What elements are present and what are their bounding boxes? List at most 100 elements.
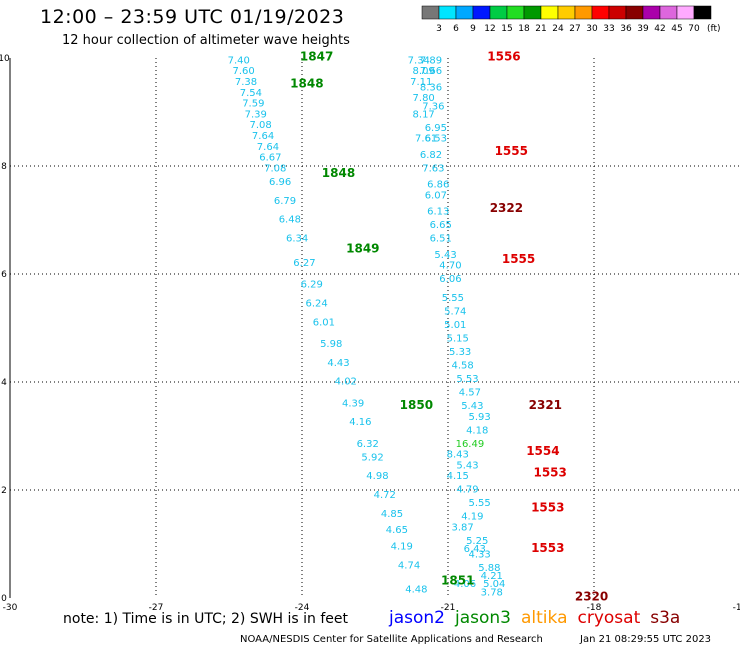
chart-subtitle: 12 hour collection of altimeter wave hei…	[62, 33, 350, 48]
colorbar-label: 42	[654, 24, 665, 34]
pass-time-label: 2320	[575, 590, 608, 604]
pass-time-label: 1553	[531, 501, 564, 515]
wave-height-point: 6.48	[279, 215, 301, 226]
wave-height-point: 5.01	[444, 320, 466, 331]
wave-height-point: 6.34	[286, 234, 308, 245]
wave-height-point: 7.08	[250, 120, 272, 131]
wave-height-point: 4.16	[349, 417, 371, 428]
colorbar-label: 30	[586, 24, 598, 34]
chart-title: 12:00 – 23:59 UTC 01/19/2023	[40, 6, 345, 28]
satellite-legend-s3a: s3a	[650, 608, 681, 628]
colorbar-label: 18	[518, 24, 530, 34]
wave-height-point: 5.55	[442, 293, 464, 304]
wave-height-point: 8.09	[413, 66, 435, 77]
wave-height-point: 7.60	[232, 66, 254, 77]
wave-height-point: 8.36	[420, 82, 442, 93]
wave-height-point: 7.54	[240, 88, 262, 99]
wave-height-point: 5.33	[449, 347, 471, 358]
wave-height-point: 5.92	[361, 452, 383, 463]
wave-height-point: 7.61	[415, 134, 437, 145]
wave-height-point: 6.86	[427, 180, 449, 191]
y-tick-label: 6	[1, 270, 7, 280]
x-tick-label: -18	[587, 603, 602, 610]
wave-height-point: 7.39	[245, 109, 267, 120]
altimeter-plot: -30-27-24-21-18-1502468107.407.607.387.5…	[0, 50, 740, 610]
wave-height-point: 7.64	[257, 142, 279, 153]
wave-height-point: 6.79	[274, 196, 296, 207]
wave-height-point: 16.49	[456, 439, 485, 450]
pass-time-label: 1553	[533, 466, 566, 480]
wave-height-point: 7.80	[413, 93, 435, 104]
x-tick-label: -30	[3, 603, 18, 610]
pass-time-label: 1555	[502, 252, 535, 266]
colorbar-label: 27	[569, 24, 580, 34]
generation-timestamp: Jan 21 08:29:55 UTC 2023	[580, 634, 712, 645]
wave-height-point: 6.27	[293, 258, 315, 269]
wave-height-point: 6.07	[425, 190, 447, 201]
wave-height-point: 6.29	[301, 280, 323, 291]
x-tick-label: -24	[295, 603, 310, 610]
wave-height-point: 5.88	[478, 563, 500, 574]
wave-height-point: 4.33	[469, 550, 491, 561]
wave-height-point: 4.58	[451, 361, 473, 372]
colorbar-label: 45	[671, 24, 682, 34]
y-tick-label: 0	[1, 594, 7, 604]
wave-height-point: 4.98	[366, 471, 388, 482]
wave-height-point: 7.64	[252, 131, 274, 142]
colorbar-label: 24	[552, 24, 564, 34]
y-tick-label: 2	[1, 486, 7, 496]
colorbar-label: 70	[688, 24, 700, 34]
wave-height-point: 8.43	[447, 450, 469, 461]
wave-height-point: 4.43	[327, 358, 349, 369]
wave-height-point: 6.53	[425, 134, 447, 145]
y-tick-label: 4	[1, 378, 7, 388]
colorbar-unit: (ft)	[707, 24, 721, 34]
pass-time-label: 1848	[322, 166, 355, 180]
wave-height-point: 3.87	[451, 523, 473, 534]
wave-height-point: 5.53	[456, 374, 478, 385]
wave-height-point: 4.06	[454, 579, 476, 590]
colorbar-swatch	[693, 5, 712, 20]
wave-height-point: 6.96	[269, 177, 291, 188]
pass-time-label: 1850	[400, 398, 433, 412]
wave-height-point: 8.17	[413, 109, 435, 120]
footnote: note: 1) Time is in UTC; 2) SWH is in fe…	[63, 611, 349, 627]
wave-height-point: 6.67	[259, 153, 281, 164]
wave-height-point: 3.78	[481, 587, 503, 598]
wave-height-point: 7.40	[228, 55, 250, 66]
colorbar-label: 21	[535, 24, 546, 34]
colorbar-label: 15	[501, 24, 512, 34]
pass-time-label: 1848	[290, 77, 323, 91]
wave-height-point: 4.74	[398, 560, 420, 571]
pass-time-label: 1555	[495, 144, 528, 158]
satellite-legend-jason2: jason2	[389, 608, 445, 628]
colorbar-label: 39	[637, 24, 649, 34]
wave-height-point: 5.98	[320, 339, 342, 350]
color-scale-legend: 3 6 9 12 15 18 21 24 27 30 33 36 39 42 45 70 (ft)	[421, 5, 721, 34]
wave-height-point: 7.08	[264, 163, 286, 174]
colorbar-label: 6	[453, 24, 459, 34]
wave-height-point: 6.95	[425, 123, 447, 134]
wave-height-point: 6.32	[357, 439, 379, 450]
satellite-legend-altika: altika	[521, 608, 568, 628]
pass-time-label: 1553	[531, 541, 564, 555]
wave-height-point: 4.19	[461, 512, 483, 523]
wave-height-point: 5.25	[466, 536, 488, 547]
wave-height-point: 6.13	[427, 207, 449, 218]
wave-height-point: 6.43	[464, 544, 486, 555]
wave-height-point: 4.18	[466, 425, 488, 436]
wave-height-point: 4.21	[481, 571, 503, 582]
x-tick-label: -15	[733, 603, 740, 610]
wave-height-point: 7.89	[420, 55, 442, 66]
wave-height-point: 5.04	[483, 579, 505, 590]
wave-height-point: 7.11	[410, 77, 432, 88]
satellite-legend-cryosat: cryosat	[577, 608, 641, 628]
wave-height-point: 4.85	[381, 509, 403, 520]
wave-height-point: 7.59	[242, 99, 264, 110]
pass-time-label: 2321	[529, 398, 562, 412]
wave-height-point: 6.65	[430, 220, 452, 231]
credit-line: NOAA/NESDIS Center for Satellite Applica…	[240, 634, 543, 645]
wave-height-point: 5.43	[434, 250, 456, 261]
colorbar-label: 36	[620, 24, 632, 34]
wave-height-point: 7.38	[235, 77, 257, 88]
